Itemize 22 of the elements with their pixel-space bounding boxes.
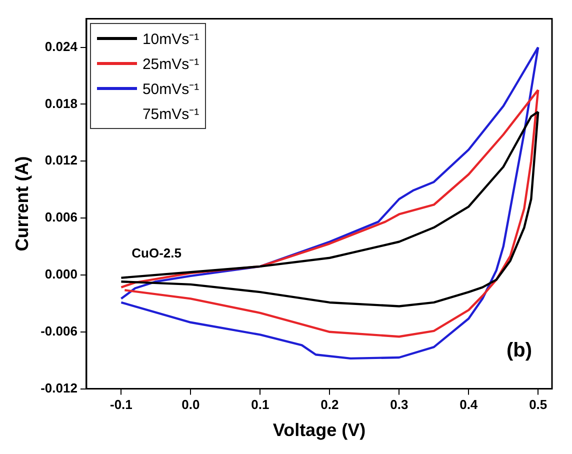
x-tick-label: -0.1 [110, 397, 132, 412]
x-tick-label: 0.3 [390, 397, 408, 412]
annotation: CuO-2.5 [132, 246, 182, 261]
x-tick-label: 0.4 [460, 397, 478, 412]
y-tick-label: 0.006 [44, 210, 78, 225]
x-tick-label: 0.5 [529, 397, 548, 412]
y-tick-label: -0.012 [40, 380, 78, 396]
y-tick-label: 0.012 [44, 152, 78, 168]
y-tick-label: 0.018 [44, 96, 78, 111]
y-tick-label: -0.006 [40, 323, 78, 338]
y-axis-title: Current (A) [12, 156, 32, 252]
text: 75mVs⁻¹ [142, 105, 200, 124]
annotation: (b) [506, 339, 532, 362]
x-tick-label: 0.2 [320, 397, 339, 412]
y-tick-label: 0.024 [44, 38, 78, 54]
legend-label: 50mVs⁻¹ [142, 80, 200, 98]
x-axis-title: Voltage (V) [272, 420, 366, 440]
legend-label: 10mVs⁻¹ [142, 30, 200, 48]
y-tick-label: 0.000 [44, 266, 78, 282]
x-tick-label: 0.1 [251, 397, 270, 412]
x-tick-label: 0.0 [182, 397, 200, 412]
legend-label: 25mVs⁻¹ [142, 55, 200, 74]
